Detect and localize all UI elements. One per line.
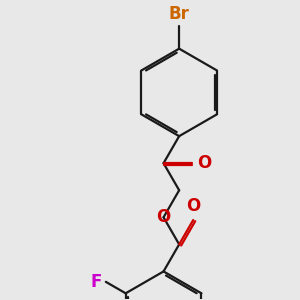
Text: F: F — [90, 273, 102, 291]
Text: O: O — [186, 197, 200, 215]
Text: O: O — [156, 208, 171, 226]
Text: O: O — [197, 154, 211, 172]
Text: Br: Br — [169, 4, 190, 22]
